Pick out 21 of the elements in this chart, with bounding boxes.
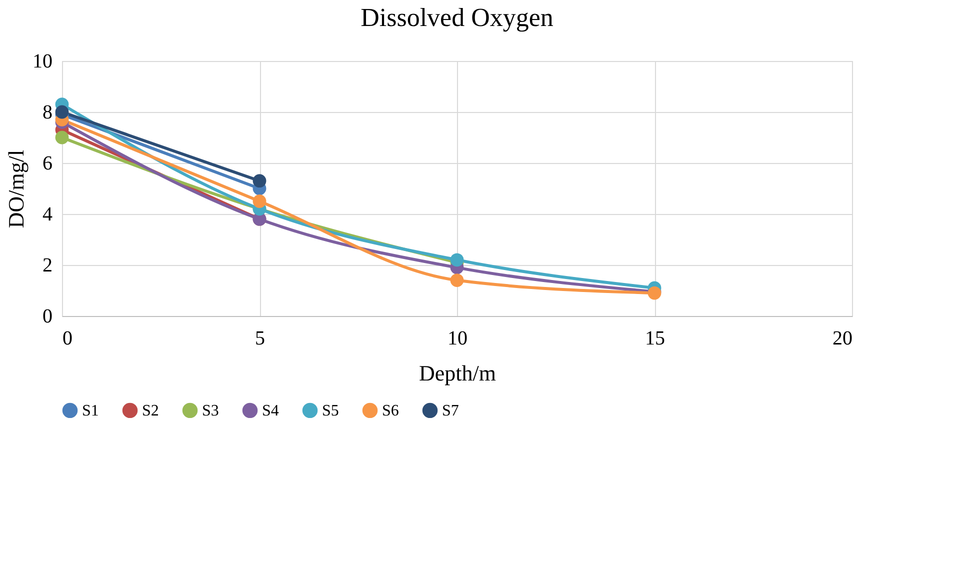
x-tick-label: 15 bbox=[645, 328, 665, 350]
y-tick-label: 0 bbox=[42, 306, 52, 328]
legend-label: S4 bbox=[262, 402, 279, 420]
y-axis-title: DO/mg/l bbox=[4, 150, 28, 228]
legend-label: S7 bbox=[442, 402, 459, 420]
legend-label: S6 bbox=[382, 402, 399, 420]
x-axis-title: Depth/m bbox=[419, 360, 496, 386]
y-tick-label: 10 bbox=[32, 50, 52, 72]
y-tick-label: 2 bbox=[42, 254, 52, 276]
legend-label: S2 bbox=[142, 402, 159, 420]
legend-label: S5 bbox=[322, 402, 339, 420]
x-tick-label: 0 bbox=[62, 328, 72, 350]
x-tick-label: 20 bbox=[832, 328, 852, 350]
x-tick-label: 5 bbox=[255, 328, 265, 350]
y-tick-label: 6 bbox=[42, 152, 52, 174]
legend-label: S3 bbox=[202, 402, 219, 420]
y-tick-label: 8 bbox=[42, 102, 52, 124]
chart-title: Dissolved Oxygen bbox=[360, 3, 554, 32]
legend-label: S1 bbox=[82, 402, 99, 420]
y-tick-label: 4 bbox=[42, 204, 52, 226]
x-tick-label: 10 bbox=[448, 328, 468, 350]
